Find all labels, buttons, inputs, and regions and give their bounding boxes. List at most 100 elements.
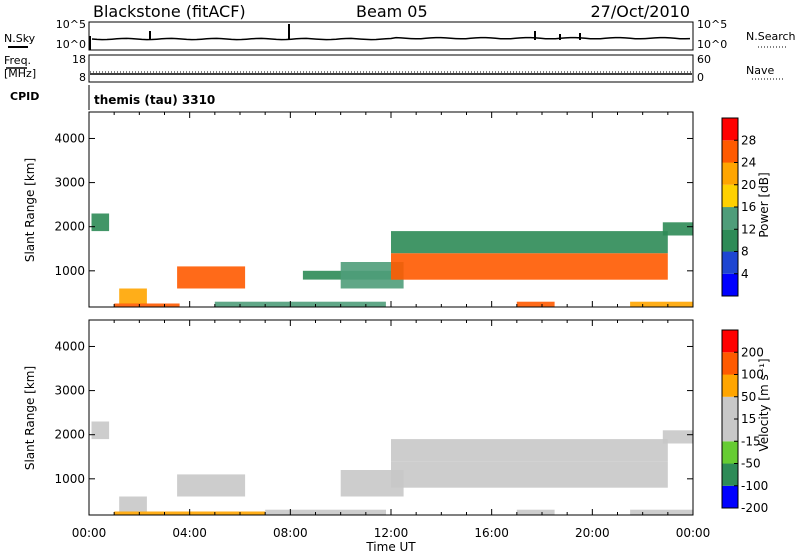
y-tick-label: 4000 — [54, 339, 85, 353]
colorbar-segment — [722, 441, 738, 464]
scatter-region — [91, 421, 110, 440]
time-axis-label: Time UT — [365, 540, 416, 554]
scatter-region — [391, 461, 668, 488]
noise-sky-trace — [91, 36, 691, 41]
colorbar-segment — [722, 118, 738, 141]
x-tick-label: 00:00 — [676, 526, 711, 540]
beam-label: Beam 05 — [356, 2, 428, 21]
scatter-region — [265, 509, 386, 515]
freq-left-label-1: Freq. — [4, 54, 31, 67]
scatter-region — [214, 301, 386, 307]
colorbar-segment — [722, 162, 738, 185]
freq-left-tick-top: 18 — [72, 53, 86, 66]
velocity-colorbar-label: Velocity [m s⁻¹] — [757, 358, 771, 451]
colorbar-tick-label: -50 — [741, 457, 761, 471]
colorbar-segment — [722, 374, 738, 397]
velocity-ylabel: Slant Range [km] — [23, 366, 37, 470]
freq-left-tick-bottom: 8 — [79, 71, 86, 84]
scatter-region — [177, 474, 246, 497]
velocity-axes: 1000 2000 3000 4000 — [54, 320, 694, 515]
x-tick-label: 20:00 — [575, 526, 610, 540]
scatter-region — [119, 496, 147, 512]
x-tick-label: 08:00 — [273, 526, 308, 540]
colorbar-tick-label: 15 — [741, 412, 756, 426]
colorbar-tick-label: 20 — [741, 178, 756, 192]
x-tick-label: 04:00 — [172, 526, 207, 540]
x-tick-label: 00:00 — [72, 526, 107, 540]
freq-right-tick-top: 60 — [697, 53, 711, 66]
colorbar-tick-label: 24 — [741, 156, 756, 170]
x-tick-label: 12:00 — [374, 526, 409, 540]
scatter-region — [114, 303, 180, 307]
y-tick-label: 3000 — [54, 176, 85, 190]
colorbar-segment — [722, 463, 738, 486]
velocity-colorbar: 200 100 50 15 -15 -50 -100 -200 — [721, 329, 768, 515]
colorbar-segment — [722, 330, 738, 353]
y-tick-label: 2000 — [54, 220, 85, 234]
power-ylabel: Slant Range [km] — [23, 158, 37, 262]
colorbar-tick-label: -15 — [741, 434, 761, 448]
freq-right-tick-bottom: 0 — [697, 71, 704, 84]
colorbar-tick-label: -100 — [741, 479, 768, 493]
colorbar-segment — [722, 396, 738, 420]
date-label: 27/Oct/2010 — [590, 2, 690, 21]
station-title: Blackstone (fitACF) — [93, 2, 246, 21]
scatter-region — [391, 231, 668, 254]
scatter-region — [516, 509, 555, 515]
scatter-region — [662, 222, 693, 236]
colorbar-segment — [722, 251, 738, 274]
scatter-region — [119, 288, 147, 304]
colorbar-tick-label: 200 — [741, 345, 764, 359]
cpid-label: CPID — [10, 90, 39, 103]
power-colorbar-label: Power [dB] — [757, 172, 771, 237]
colorbar-tick-label: -200 — [741, 501, 768, 515]
noise-right-label: N.Search — [746, 30, 796, 43]
freq-panel-frame — [88, 54, 694, 83]
colorbar-tick-label: 50 — [741, 390, 756, 404]
freq-left-label-2: [MHz] — [4, 67, 36, 80]
power-colorbar: 4 8 12 16 20 24 28 — [721, 117, 756, 297]
scatter-region — [177, 266, 246, 289]
colorbar-tick-label: 4 — [741, 267, 749, 281]
colorbar-tick-label: 100 — [741, 368, 764, 382]
colorbar-segment — [722, 207, 738, 230]
noise-spikes — [89, 24, 581, 50]
power-axes: 1000 2000 3000 4000 — [54, 112, 694, 307]
scatter-region — [391, 439, 668, 462]
colorbar-segment — [722, 273, 738, 297]
colorbar-segment — [722, 229, 738, 252]
scatter-region — [91, 213, 110, 232]
scatter-region — [630, 301, 693, 307]
velocity-data — [91, 421, 693, 515]
colorbar-segment — [722, 352, 738, 375]
scatter-region — [662, 430, 693, 444]
noise-right-tick-top: 10^5 — [697, 18, 727, 31]
noise-left-label: N.Sky — [4, 32, 36, 45]
scatter-region — [630, 509, 693, 515]
colorbar-tick-label: 28 — [741, 133, 756, 147]
y-tick-label: 1000 — [54, 472, 85, 486]
y-tick-label: 2000 — [54, 428, 85, 442]
scatter-region — [516, 301, 555, 307]
colorbar-segment — [722, 184, 738, 208]
scatter-region — [391, 253, 668, 280]
noise-left-tick-bottom: 10^0 — [56, 38, 86, 51]
colorbar-segment — [722, 485, 738, 509]
power-data — [91, 213, 693, 307]
noise-panel-frame — [88, 21, 694, 51]
y-tick-label: 3000 — [54, 384, 85, 398]
x-tick-label: 16:00 — [474, 526, 509, 540]
time-axis-ticks: 00:00 04:00 08:00 12:00 16:00 20:00 00:00 — [72, 526, 711, 540]
colorbar-tick-label: 8 — [741, 245, 749, 259]
y-tick-label: 1000 — [54, 264, 85, 278]
colorbar-tick-label: 16 — [741, 200, 756, 214]
noise-right-tick-bottom: 10^0 — [697, 38, 727, 51]
colorbar-segment — [722, 419, 738, 442]
colorbar-tick-label: 12 — [741, 222, 756, 236]
noise-left-tick-top: 10^5 — [56, 18, 86, 31]
freq-right-label: Nave — [746, 64, 774, 77]
cpid-text: themis (tau) 3310 — [94, 93, 215, 107]
colorbar-segment — [722, 140, 738, 163]
y-tick-label: 4000 — [54, 131, 85, 145]
